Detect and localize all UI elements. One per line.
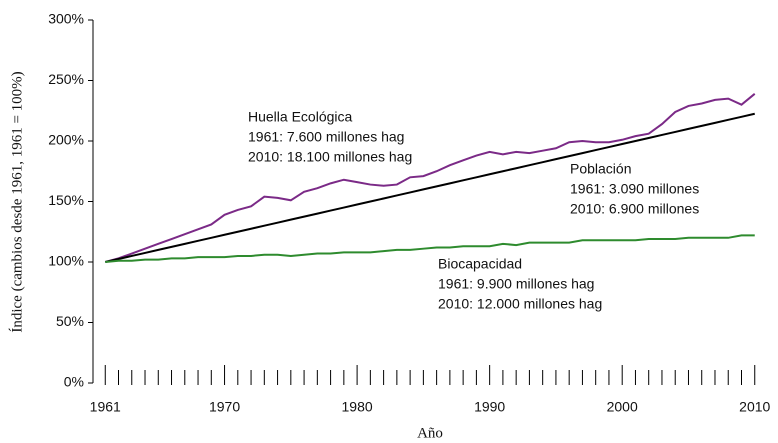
- annotation: Huella Ecológica: [248, 109, 352, 125]
- x-tick-label: 1970: [209, 399, 240, 415]
- x-tick-label: 1980: [342, 399, 373, 415]
- annotation: 1961: 3.090 millones: [570, 181, 699, 197]
- y-tick-label: 200%: [48, 132, 84, 148]
- annotation: 1961: 7.600 millones hag: [248, 129, 404, 145]
- y-tick-label: 250%: [48, 71, 84, 87]
- y-tick-label: 300%: [48, 11, 84, 27]
- annotation: 2010: 18.100 millones hag: [248, 149, 412, 165]
- x-tick-label: 1961: [90, 399, 121, 415]
- x-tick-label: 2010: [739, 399, 770, 415]
- annotation: 2010: 6.900 millones: [570, 201, 699, 217]
- y-tick-label: 150%: [48, 192, 84, 208]
- series-line: [105, 234, 755, 263]
- annotation: 1961: 9.900 millones hag: [438, 276, 594, 292]
- y-tick-label: 0%: [64, 374, 84, 390]
- x-tick-label: 1990: [474, 399, 505, 415]
- annotation: Biocapacidad: [438, 256, 522, 272]
- y-axis-label: Índice (cambios desde 1961, 1961 = 100%): [8, 71, 25, 332]
- y-tick-label: 50%: [56, 313, 84, 329]
- x-tick-label: 2000: [607, 399, 638, 415]
- x-axis-label: Año: [417, 425, 443, 441]
- annotation: Población: [570, 161, 632, 177]
- y-tick-label: 100%: [48, 253, 84, 269]
- annotation: 2010: 12.000 millones hag: [438, 296, 602, 312]
- series-line: [105, 112, 755, 263]
- series-line: [104, 93, 756, 263]
